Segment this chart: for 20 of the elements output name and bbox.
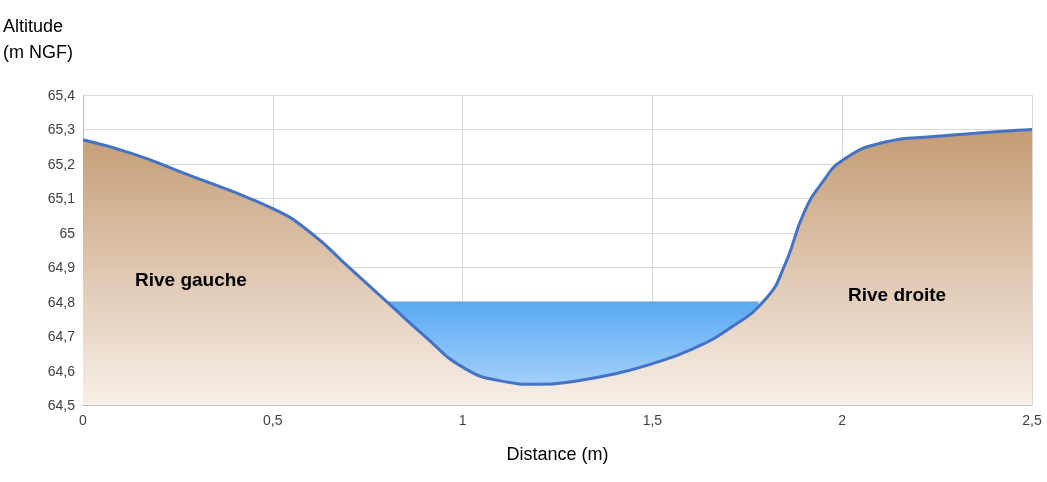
annotation: Rive gauche [135,269,247,290]
y-tick-label: 65,4 [47,87,76,103]
annotation: Rive droite [848,284,947,305]
y-tick-label: 65,2 [47,155,76,172]
x-tick-label: 2,5 [1022,412,1042,428]
y-tick-label: 64,6 [47,362,76,379]
y-tick-label: 64,9 [47,259,76,276]
x-tick-label: 1 [458,412,467,428]
y-tick-label: 65 [59,224,76,241]
y-tick-label: 64,5 [47,397,76,413]
y-tick-label: 64,8 [47,293,76,310]
y-tick-label: 64,7 [47,328,76,345]
x-tick-label: 0 [79,412,88,428]
y-tick-label: 65,3 [47,121,76,138]
x-tick-label: 1,5 [642,412,663,428]
y-axis-title: Altitude (m NGF) [3,16,73,62]
x-tick-label: 2 [838,412,847,428]
x-tick-label: 0,5 [263,412,283,428]
y-tick-label: 65,1 [47,190,76,207]
x-axis-title: Distance (m) [506,444,609,464]
